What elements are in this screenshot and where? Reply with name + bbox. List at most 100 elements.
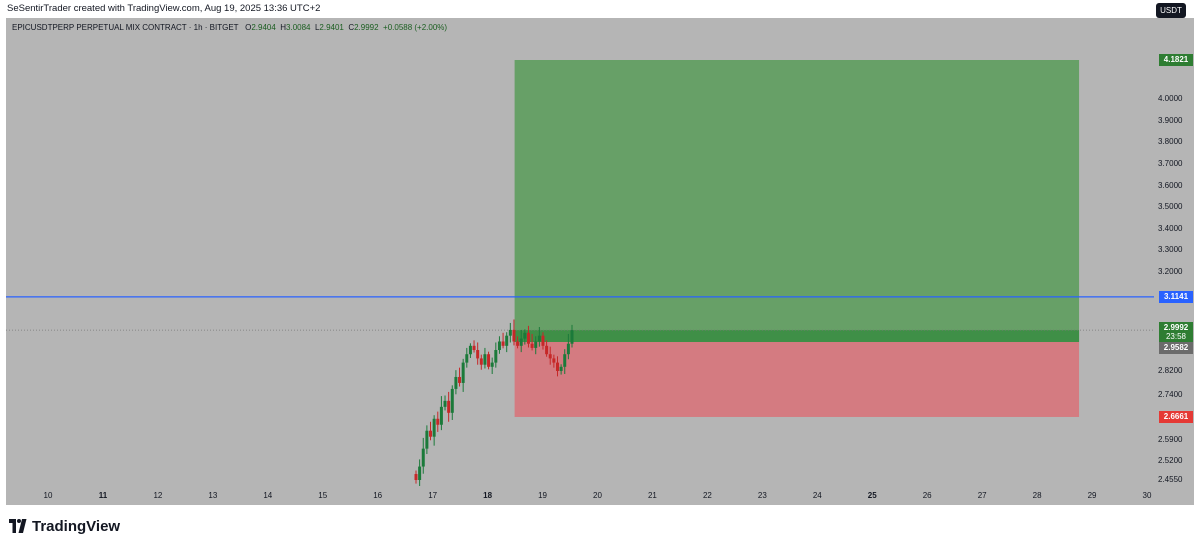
price-tick-label: 2.5900 <box>1158 434 1183 444</box>
time-tick-label: 30 <box>1142 491 1152 500</box>
open-value: 2.9404 <box>251 23 276 32</box>
candle-body <box>447 400 451 413</box>
candle-body <box>439 406 443 425</box>
candle-body <box>570 330 574 344</box>
low-label: L <box>314 23 320 32</box>
candle-body <box>526 332 530 344</box>
price-tick-label: 2.5200 <box>1158 455 1183 465</box>
time-tick-label: 25 <box>867 491 877 500</box>
time-tick-label: 26 <box>922 491 932 500</box>
time-tick-label: 13 <box>208 491 218 500</box>
chart-svg[interactable] <box>6 18 1154 486</box>
plot-area[interactable]: EPICUSDTPERP PERPETUAL MIX CONTRACT · 1h… <box>6 18 1154 486</box>
high-value: 3.0084 <box>286 23 311 32</box>
price-tick-label: 3.7000 <box>1158 159 1183 169</box>
time-tick-label: 21 <box>647 491 657 500</box>
candle-body <box>472 345 476 351</box>
candle-body <box>537 335 541 342</box>
open-label: O <box>245 23 252 32</box>
candle-body <box>421 448 425 467</box>
close-value: 2.9992 <box>354 23 379 32</box>
time-tick-label: 24 <box>812 491 822 500</box>
time-tick-label: 18 <box>483 491 493 500</box>
time-tick-label: 20 <box>593 491 602 500</box>
candle-body <box>534 341 538 348</box>
change-value: +0.0588 (+2.00%) <box>383 23 448 32</box>
candle-body <box>454 376 458 389</box>
candle-body <box>490 362 494 367</box>
candle-body <box>483 354 487 365</box>
candle-body <box>429 430 433 437</box>
price-tick-label: 4.0000 <box>1158 94 1183 104</box>
candle-body <box>425 430 429 449</box>
symbol-name: EPICUSDTPERP PERPETUAL MIX CONTRACT · 1h… <box>12 23 239 32</box>
candle-body <box>450 388 454 413</box>
candle-body <box>487 354 491 367</box>
price-tick-label: 3.6000 <box>1158 180 1183 190</box>
top-bar: SeSentirTrader created with TradingView.… <box>0 0 1200 18</box>
candle-body <box>541 335 545 346</box>
time-tick-label: 29 <box>1087 491 1097 500</box>
candle-body <box>436 418 440 425</box>
candle-body <box>476 350 480 359</box>
price-tick-label: 3.4000 <box>1158 223 1183 233</box>
price-tick-label: 3.9000 <box>1158 115 1183 125</box>
candle-body <box>458 376 462 383</box>
candle-body <box>512 329 516 342</box>
candle-body <box>552 358 556 363</box>
candle-body <box>519 338 523 346</box>
candle-body <box>530 343 534 348</box>
time-tick-label: 12 <box>153 491 163 500</box>
tradingview-logo-icon <box>9 519 27 533</box>
chart-frame[interactable]: EPICUSDTPERP PERPETUAL MIX CONTRACT · 1h… <box>6 18 1194 505</box>
candle-body <box>505 335 509 346</box>
candle-body <box>563 354 567 367</box>
time-tick-label: 19 <box>538 491 547 500</box>
high-label: H <box>280 23 287 32</box>
candle-body <box>548 354 552 359</box>
close-label: C <box>348 23 355 32</box>
entry-price-tag[interactable]: 2.9582 <box>1159 342 1193 354</box>
tradingview-branding: TradingView <box>8 514 120 538</box>
candle-body <box>508 329 512 336</box>
candle-body <box>432 418 436 437</box>
price-tick-label: 2.7400 <box>1158 389 1183 399</box>
candle-countdown: 23:58 <box>1159 331 1193 344</box>
candle-body <box>559 366 563 371</box>
loss-zone <box>514 342 1080 417</box>
time-tick-label: 23 <box>757 491 767 500</box>
candle-body <box>468 345 472 355</box>
candle-body <box>566 343 570 355</box>
price-tick-label: 3.5000 <box>1158 202 1183 212</box>
candle-body <box>545 345 549 355</box>
candle-body <box>465 354 469 363</box>
time-tick-label: 15 <box>318 491 328 500</box>
candle-body <box>414 474 418 480</box>
price-tick-label: 3.8000 <box>1158 137 1183 147</box>
candle-body <box>523 332 527 339</box>
symbol-legend: EPICUSDTPERP PERPETUAL MIX CONTRACT · 1h… <box>12 23 447 32</box>
time-tick-label: 17 <box>428 491 438 500</box>
time-tick-label: 16 <box>373 491 383 500</box>
price-tick-label: 2.8200 <box>1158 366 1183 375</box>
time-axis[interactable]: 10 11 12 13 14 15 16 17 18 19 20 21 22 23 24 25 26 27 28 29… <box>6 486 1154 505</box>
price-axis[interactable]: 4.0000 3.9000 3.8000 3.7000 3.6000 3.5000 3.40… <box>1154 18 1194 505</box>
candle-body <box>479 358 483 365</box>
time-tick-label: 14 <box>263 491 273 500</box>
profit-zone <box>514 60 1080 342</box>
stop-price-tag[interactable]: 2.6661 <box>1159 410 1193 423</box>
candle-body <box>555 362 559 371</box>
time-tick-label: 27 <box>977 491 987 500</box>
candle-body <box>516 341 520 346</box>
time-tick-label: 10 <box>43 491 53 500</box>
currency-button[interactable]: USDT <box>1156 3 1186 18</box>
low-value: 2.9401 <box>319 23 344 32</box>
target-price-tag[interactable]: 4.1821 <box>1159 54 1193 66</box>
candle-body <box>497 341 501 351</box>
time-tick-label: 11 <box>98 491 108 500</box>
candle-body <box>501 341 505 346</box>
line-price-tag[interactable]: 3.1141 <box>1159 290 1193 303</box>
time-tick-label: 22 <box>702 491 712 500</box>
candle-body <box>494 350 498 363</box>
tradingview-wordmark: TradingView <box>32 517 121 535</box>
